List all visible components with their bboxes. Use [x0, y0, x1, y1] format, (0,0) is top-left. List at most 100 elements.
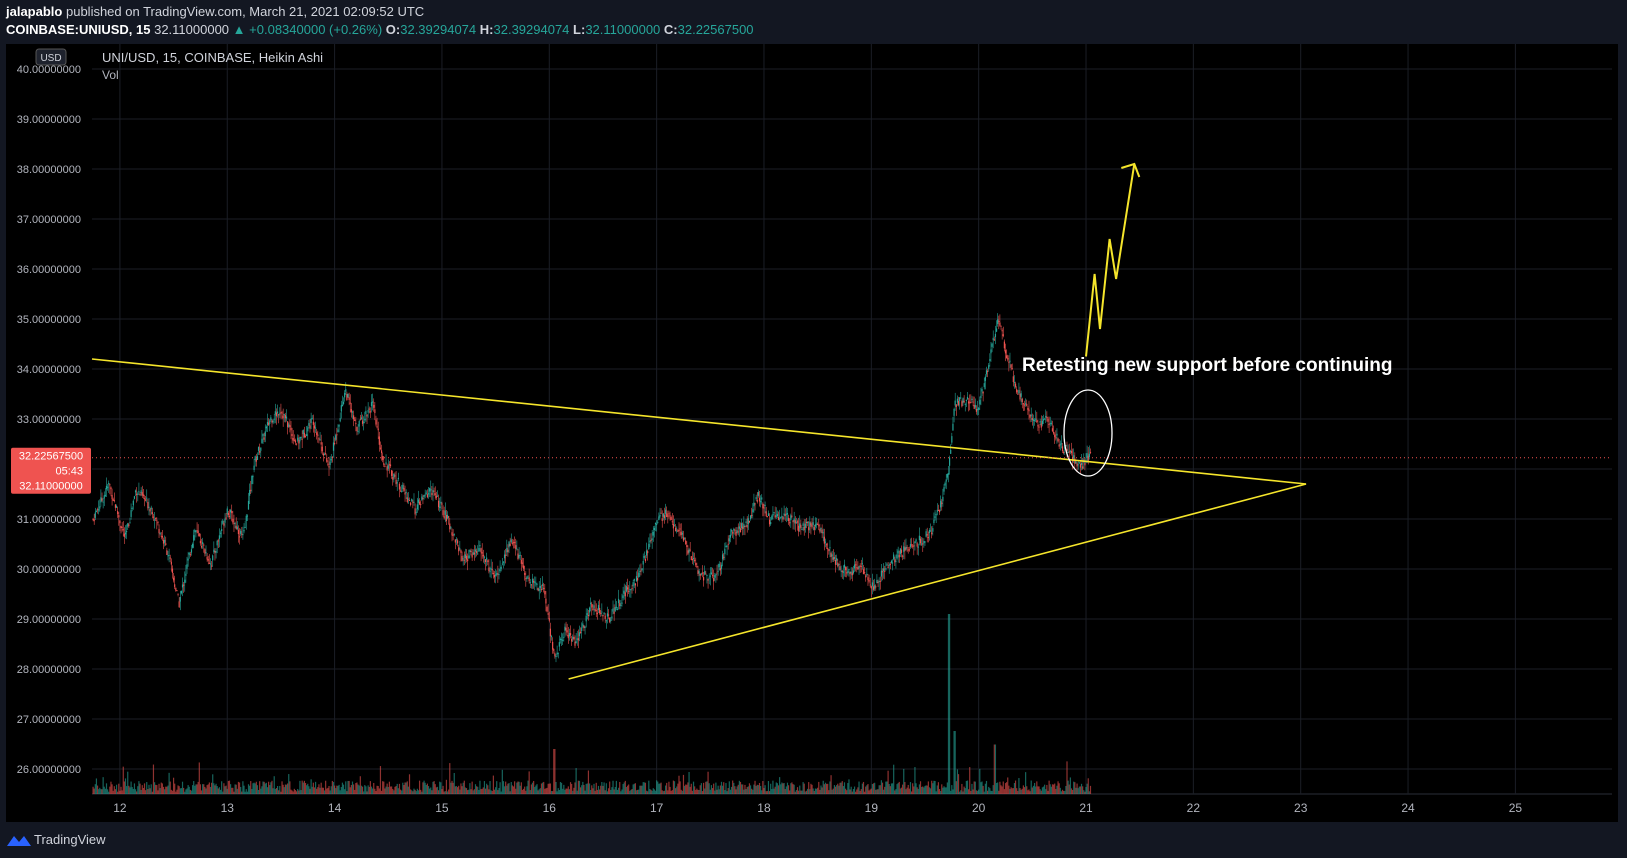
volume-bar: [791, 782, 793, 794]
candle-body: [667, 515, 669, 517]
candle-body: [796, 521, 799, 523]
candle-body: [980, 395, 982, 399]
candle-body: [204, 549, 206, 554]
trendlines[interactable]: [91, 358, 1307, 680]
volume-bar: [416, 788, 418, 794]
candle-body: [968, 401, 970, 404]
volume-bar: [1025, 772, 1027, 794]
candle-body: [880, 570, 882, 577]
volume-bar: [359, 776, 361, 794]
candle-body: [760, 501, 762, 503]
candle-body: [961, 401, 963, 407]
volume-bar: [93, 788, 95, 794]
volume-bar: [1017, 790, 1019, 794]
volume-bar: [562, 788, 564, 794]
projection-arrowhead: [1121, 162, 1141, 178]
candle-body: [378, 436, 380, 445]
volume-bar: [510, 782, 512, 794]
volume-bar: [667, 790, 669, 794]
candle-body: [969, 402, 971, 404]
volume-bar: [547, 783, 549, 794]
tradingview-logo-icon[interactable]: [6, 832, 32, 848]
volume-bar: [925, 785, 927, 794]
annotation-text[interactable]: Retesting new support before continuing: [1022, 355, 1393, 376]
volume-bar: [375, 790, 377, 794]
volume-bar: [800, 790, 802, 794]
candle-body: [129, 522, 131, 524]
volume-bar: [209, 786, 212, 794]
candle-body: [691, 558, 694, 561]
x-tick-label: 14: [328, 801, 342, 815]
candle-body: [174, 584, 176, 587]
candle-body: [872, 586, 875, 590]
volume-bar: [691, 790, 694, 794]
candle-body: [253, 465, 255, 470]
candle-body: [528, 577, 530, 582]
volume-bar: [898, 781, 900, 794]
volume-bar: [410, 789, 412, 794]
price-axis[interactable]: 40.0000000039.0000000038.0000000037.0000…: [17, 64, 81, 776]
time-axis[interactable]: 12 13 14 15 16 17 18 19 20 21 22 23 24 25: [113, 801, 1522, 815]
candle-body: [1073, 455, 1075, 459]
volume-bar: [574, 782, 576, 794]
candle-body: [914, 541, 916, 543]
volume-bar: [601, 782, 603, 794]
volume-bar: [227, 780, 229, 794]
candle-body: [231, 511, 233, 514]
price-chart[interactable]: Retesting new support before continuing …: [0, 44, 1627, 822]
volume-bar: [476, 786, 478, 794]
candle-body: [249, 489, 251, 496]
volume-bar: [190, 790, 193, 794]
volume-bar: [559, 782, 562, 794]
volume-bar: [622, 784, 624, 794]
candle-body: [443, 515, 445, 519]
candle-body: [883, 568, 885, 571]
volume-bar: [345, 781, 347, 794]
symbol-label[interactable]: COINBASE:UNIUSD, 15: [6, 22, 151, 37]
x-tick-label: 17: [650, 801, 664, 815]
candle-body: [1037, 425, 1039, 427]
volume-bar: [929, 788, 932, 794]
candle-body: [696, 565, 698, 568]
candle-body: [94, 512, 96, 518]
candle-body: [979, 399, 981, 405]
volume-bar: [344, 789, 346, 794]
volume-bar: [535, 785, 537, 794]
y-tick-label: 31.00000000: [17, 514, 81, 526]
volume-bar: [1054, 783, 1056, 794]
volume-bar: [503, 786, 506, 794]
candle-body: [202, 542, 204, 545]
candle-body: [480, 548, 482, 553]
candle-body: [997, 319, 999, 324]
candle-body: [353, 415, 355, 420]
candle-body: [802, 523, 804, 527]
candle-body: [951, 436, 953, 443]
price-tag-low: 32.11000000: [19, 481, 82, 493]
volume-bar: [798, 790, 800, 794]
volume-bar: [987, 790, 989, 794]
candle-body: [506, 547, 508, 553]
candle-body: [805, 521, 808, 523]
volume-bar: [773, 788, 775, 794]
volume-bar: [437, 790, 440, 794]
retest-circle[interactable]: [1063, 389, 1113, 477]
author-name[interactable]: jalapablo: [6, 4, 63, 19]
volume-bar: [327, 787, 329, 794]
candle-body: [864, 572, 866, 574]
volume-bar: [974, 781, 976, 794]
brand-name[interactable]: TradingView: [34, 832, 106, 847]
candle-body: [553, 649, 555, 651]
candle-body: [110, 487, 112, 490]
candle-body: [143, 498, 146, 500]
projection-arrow[interactable]: [1085, 163, 1136, 357]
volume-bar: [253, 782, 255, 794]
volume-bar: [164, 789, 166, 794]
volume-bar: [184, 791, 186, 794]
candle-body: [698, 571, 700, 574]
price-tag-box: [11, 447, 91, 494]
volume-bar: [910, 791, 913, 794]
volume-bar: [681, 790, 683, 794]
volume-bar: [155, 784, 157, 794]
volume-bar: [133, 783, 136, 794]
currency-badge[interactable]: [35, 48, 67, 66]
